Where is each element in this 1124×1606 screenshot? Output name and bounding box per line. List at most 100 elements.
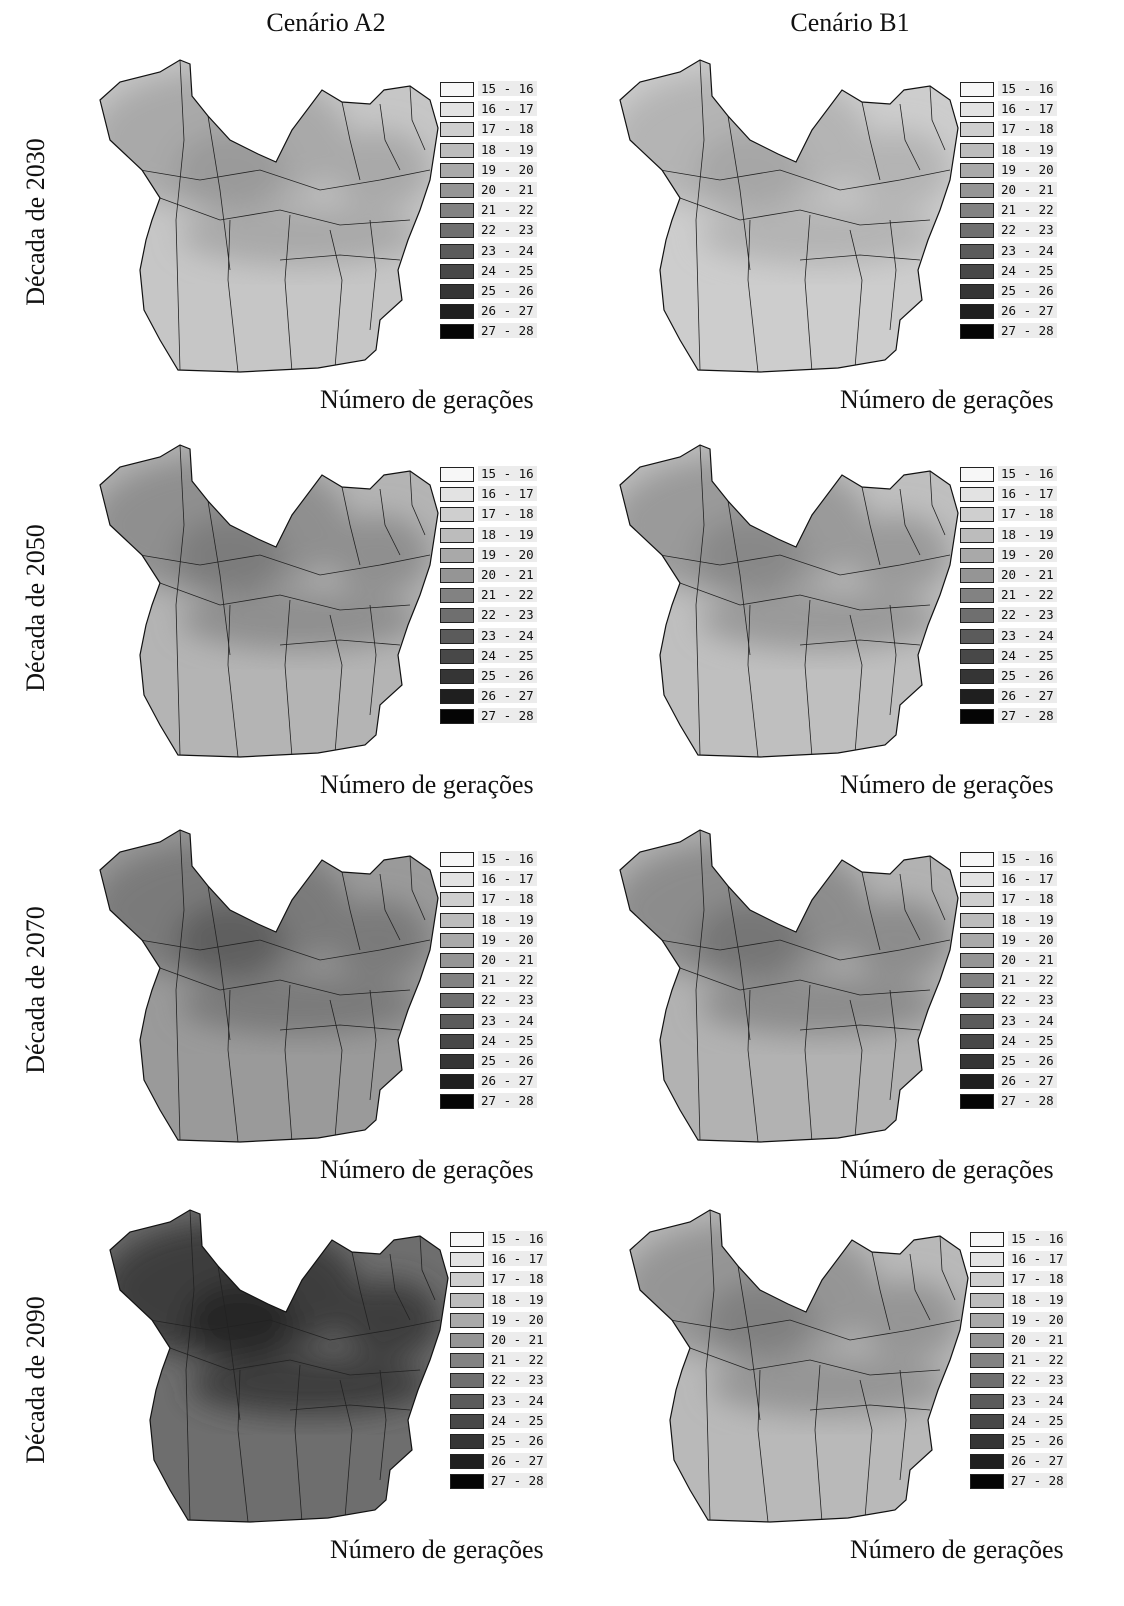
hotspot-zone xyxy=(175,132,285,208)
legend-label: 16 - 17 xyxy=(478,486,537,502)
legend-label: 15 - 16 xyxy=(478,466,537,481)
municipal-boundary xyxy=(705,1210,715,1521)
municipal-boundary xyxy=(159,197,411,226)
east-zone xyxy=(860,1280,960,1360)
map-panel: 15 - 16 16 - 17 17 - 18 18 - 19 19 - 20 20 - … xyxy=(80,20,580,414)
legend-swatch xyxy=(440,82,474,97)
row-label-2050: Década de 2050 xyxy=(21,524,50,692)
legend-swatch xyxy=(450,1272,484,1288)
legend-item: 25 - 26 xyxy=(440,1052,537,1072)
municipal-boundary xyxy=(929,855,946,921)
legend-swatch xyxy=(960,324,994,340)
legend-label: 23 - 24 xyxy=(488,1392,547,1408)
legend-item: 18 - 19 xyxy=(970,1291,1067,1311)
legend-label: 19 - 20 xyxy=(478,931,537,947)
legend-swatch xyxy=(960,952,994,968)
legend-swatch xyxy=(440,527,474,543)
legend-swatch xyxy=(970,1232,1004,1247)
legend-label: 27 - 28 xyxy=(478,708,537,724)
legend-label: 22 - 23 xyxy=(478,992,537,1008)
legend-label: 23 - 24 xyxy=(998,627,1057,643)
legend-label: 19 - 20 xyxy=(998,546,1057,562)
legend-item: 25 - 26 xyxy=(960,1052,1057,1072)
state-map xyxy=(619,59,959,373)
central-band xyxy=(180,975,420,1035)
legend-swatch xyxy=(960,892,994,908)
hotspot-zone xyxy=(185,1282,295,1358)
legend-swatch xyxy=(960,263,994,279)
legend-swatch xyxy=(960,162,994,178)
legend-swatch xyxy=(440,668,474,684)
legend-item: 24 - 25 xyxy=(960,1032,1057,1052)
legend-label: 24 - 25 xyxy=(998,1032,1057,1048)
legend-item: 20 - 21 xyxy=(440,566,537,586)
legend-item: 16 - 17 xyxy=(440,870,537,890)
state-map xyxy=(99,444,439,758)
legend-label: 17 - 18 xyxy=(1008,1271,1067,1287)
legend-swatch xyxy=(440,852,474,867)
legend-label: 27 - 28 xyxy=(478,323,537,339)
municipal-boundary xyxy=(909,1253,931,1321)
legend-item: 27 - 28 xyxy=(440,707,537,727)
legend-label: 21 - 22 xyxy=(998,202,1057,218)
municipal-boundary xyxy=(861,486,881,566)
state-map xyxy=(619,829,959,1143)
legend-swatch xyxy=(450,1353,484,1369)
municipal-boundary xyxy=(809,1404,931,1411)
municipal-boundary xyxy=(804,984,813,1142)
legend-swatch xyxy=(440,142,474,158)
legend-swatch xyxy=(450,1474,484,1490)
legend-swatch xyxy=(970,1474,1004,1490)
legend-swatch xyxy=(440,507,474,523)
hotspot-zone xyxy=(695,132,805,208)
legend-label: 18 - 19 xyxy=(488,1291,547,1307)
municipal-boundary xyxy=(409,470,426,536)
legend-label: 20 - 21 xyxy=(478,181,537,197)
legend: 15 - 16 16 - 17 17 - 18 18 - 19 19 - 20 20 - … xyxy=(960,465,1057,727)
legend-swatch xyxy=(450,1454,484,1470)
municipal-boundary xyxy=(747,219,759,372)
municipal-boundary xyxy=(329,999,343,1139)
legend-item: 25 - 26 xyxy=(960,282,1057,302)
legend-swatch xyxy=(440,1074,474,1090)
legend-label: 16 - 17 xyxy=(1008,1251,1067,1267)
legend-item: 22 - 23 xyxy=(440,606,537,626)
state-map xyxy=(619,444,959,758)
legend-item: 22 - 23 xyxy=(440,221,537,241)
legend-swatch xyxy=(960,608,994,624)
legend-item: 18 - 19 xyxy=(960,526,1057,546)
municipal-boundary xyxy=(757,1369,769,1522)
legend-item: 16 - 17 xyxy=(960,100,1057,120)
legend-label: 25 - 26 xyxy=(998,1052,1057,1068)
hotspot-zone xyxy=(175,517,285,593)
legend-label: 19 - 20 xyxy=(488,1311,547,1327)
municipal-boundary xyxy=(849,999,863,1139)
legend-swatch xyxy=(440,912,474,928)
municipal-boundary xyxy=(351,1251,371,1331)
municipal-boundary xyxy=(679,197,931,226)
legend-label: 21 - 22 xyxy=(998,972,1057,988)
legend-swatch xyxy=(440,1053,474,1069)
legend-label: 18 - 19 xyxy=(998,526,1057,542)
central-band xyxy=(700,590,940,650)
municipal-boundary xyxy=(689,1347,941,1376)
legend-label: 16 - 17 xyxy=(998,486,1057,502)
legend-item: 22 - 23 xyxy=(960,606,1057,626)
legend-label: 25 - 26 xyxy=(478,1052,537,1068)
legend-item: 26 - 27 xyxy=(960,687,1057,707)
municipal-boundary xyxy=(659,554,951,576)
legend-label: 24 - 25 xyxy=(488,1412,547,1428)
legend-label: 17 - 18 xyxy=(488,1271,547,1287)
legend-swatch xyxy=(970,1413,1004,1429)
legend-label: 20 - 21 xyxy=(1008,1331,1067,1347)
legend-item: 26 - 27 xyxy=(440,302,537,322)
map-panel: 15 - 16 16 - 17 17 - 18 18 - 19 19 - 20 20 - … xyxy=(90,1170,590,1564)
legend-swatch xyxy=(960,668,994,684)
legend-item: 20 - 21 xyxy=(970,1331,1067,1351)
legend: 15 - 16 16 - 17 17 - 18 18 - 19 19 - 20 20 - … xyxy=(440,465,537,727)
legend-swatch xyxy=(960,648,994,664)
legend-swatch xyxy=(970,1393,1004,1409)
legend-item: 24 - 25 xyxy=(960,647,1057,667)
legend-item: 16 - 17 xyxy=(960,485,1057,505)
municipal-boundary xyxy=(669,1319,961,1341)
